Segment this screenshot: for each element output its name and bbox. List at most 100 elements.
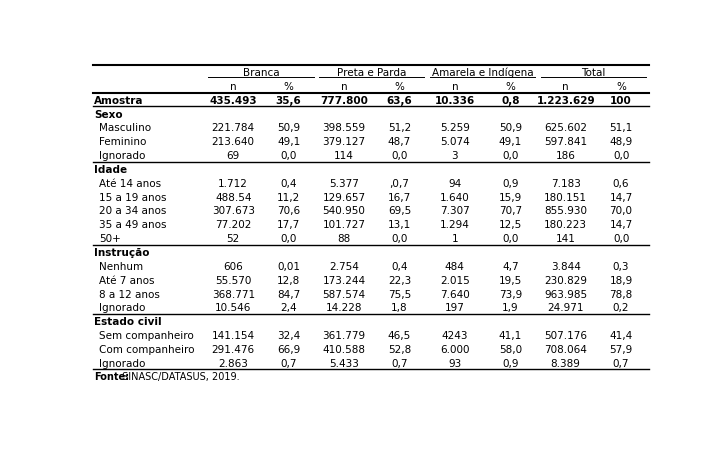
Text: 141.154: 141.154 xyxy=(211,330,255,341)
Text: 101.727: 101.727 xyxy=(323,220,366,230)
Text: 12,8: 12,8 xyxy=(277,275,300,285)
Text: 78,8: 78,8 xyxy=(610,289,633,299)
Text: Nenhum: Nenhum xyxy=(99,261,143,271)
Text: 69: 69 xyxy=(227,151,240,161)
Text: Instrução: Instrução xyxy=(94,247,150,257)
Text: 0,8: 0,8 xyxy=(501,95,520,106)
Text: 12,5: 12,5 xyxy=(499,220,522,230)
Text: 0,0: 0,0 xyxy=(613,151,629,161)
Text: 3: 3 xyxy=(452,151,458,161)
Text: 0,9: 0,9 xyxy=(502,358,518,368)
Text: 55.570: 55.570 xyxy=(215,275,251,285)
Text: 73,9: 73,9 xyxy=(499,289,522,299)
Text: 14,7: 14,7 xyxy=(610,220,633,230)
Text: 0,3: 0,3 xyxy=(613,261,629,271)
Text: 3.844: 3.844 xyxy=(551,261,581,271)
Text: 5.377: 5.377 xyxy=(329,179,359,188)
Text: 5.433: 5.433 xyxy=(329,358,359,368)
Text: 1.640: 1.640 xyxy=(440,192,470,202)
Text: 398.559: 398.559 xyxy=(322,123,366,133)
Text: Com companheiro: Com companheiro xyxy=(99,344,195,354)
Text: 0,0: 0,0 xyxy=(280,234,297,244)
Text: 50,9: 50,9 xyxy=(499,123,522,133)
Text: 2.015: 2.015 xyxy=(440,275,470,285)
Text: SINASC/DATASUS, 2019.: SINASC/DATASUS, 2019. xyxy=(119,371,240,381)
Text: 49,1: 49,1 xyxy=(499,137,522,147)
Text: 66,9: 66,9 xyxy=(277,344,300,354)
Text: 19,5: 19,5 xyxy=(499,275,522,285)
Text: 1.223.629: 1.223.629 xyxy=(536,95,595,106)
Text: 50+: 50+ xyxy=(99,234,121,244)
Text: 7.183: 7.183 xyxy=(551,179,581,188)
Text: 2,4: 2,4 xyxy=(280,303,297,313)
Text: 0,9: 0,9 xyxy=(502,179,518,188)
Text: %: % xyxy=(505,82,515,92)
Text: Fonte:: Fonte: xyxy=(94,371,130,381)
Text: 15,9: 15,9 xyxy=(499,192,522,202)
Text: 0,0: 0,0 xyxy=(613,234,629,244)
Text: 8.389: 8.389 xyxy=(551,358,581,368)
Text: 410.588: 410.588 xyxy=(323,344,366,354)
Text: Sexo: Sexo xyxy=(94,109,123,119)
Text: 51,2: 51,2 xyxy=(388,123,411,133)
Text: Até 7 anos: Até 7 anos xyxy=(99,275,154,285)
Text: 484: 484 xyxy=(445,261,465,271)
Text: 7.640: 7.640 xyxy=(440,289,470,299)
Text: 1,9: 1,9 xyxy=(502,303,518,313)
Text: 84,7: 84,7 xyxy=(277,289,300,299)
Text: 22,3: 22,3 xyxy=(388,275,411,285)
Text: 63,6: 63,6 xyxy=(387,95,413,106)
Text: Sem companheiro: Sem companheiro xyxy=(99,330,193,341)
Text: 180.223: 180.223 xyxy=(544,220,587,230)
Text: %: % xyxy=(284,82,293,92)
Text: 35,6: 35,6 xyxy=(276,95,301,106)
Text: 114: 114 xyxy=(334,151,354,161)
Text: Preta e Parda: Preta e Parda xyxy=(337,68,406,78)
Text: %: % xyxy=(395,82,405,92)
Text: 70,7: 70,7 xyxy=(499,206,522,216)
Text: 129.657: 129.657 xyxy=(322,192,366,202)
Text: 4243: 4243 xyxy=(442,330,468,341)
Text: 75,5: 75,5 xyxy=(388,289,411,299)
Text: 10.546: 10.546 xyxy=(215,303,251,313)
Text: 41,1: 41,1 xyxy=(499,330,522,341)
Text: Feminino: Feminino xyxy=(99,137,146,147)
Text: 4,7: 4,7 xyxy=(502,261,518,271)
Text: 94: 94 xyxy=(448,179,461,188)
Text: 17,7: 17,7 xyxy=(277,220,300,230)
Text: 10.336: 10.336 xyxy=(434,95,475,106)
Text: 14.228: 14.228 xyxy=(326,303,362,313)
Text: 14,7: 14,7 xyxy=(610,192,633,202)
Text: 2.754: 2.754 xyxy=(329,261,359,271)
Text: ,0,7: ,0,7 xyxy=(390,179,409,188)
Text: 50,9: 50,9 xyxy=(277,123,300,133)
Text: 18,9: 18,9 xyxy=(610,275,633,285)
Text: n: n xyxy=(341,82,348,92)
Text: 230.829: 230.829 xyxy=(544,275,587,285)
Text: 48,9: 48,9 xyxy=(610,137,633,147)
Text: 141: 141 xyxy=(556,234,576,244)
Text: Ignorado: Ignorado xyxy=(99,151,146,161)
Text: Masculino: Masculino xyxy=(99,123,151,133)
Text: Ignorado: Ignorado xyxy=(99,303,146,313)
Text: 93: 93 xyxy=(448,358,461,368)
Text: 70,6: 70,6 xyxy=(277,206,300,216)
Text: 8 a 12 anos: 8 a 12 anos xyxy=(99,289,160,299)
Text: 361.779: 361.779 xyxy=(322,330,366,341)
Text: 41,4: 41,4 xyxy=(610,330,633,341)
Text: 5.259: 5.259 xyxy=(440,123,470,133)
Text: 58,0: 58,0 xyxy=(499,344,522,354)
Text: 20 a 34 anos: 20 a 34 anos xyxy=(99,206,167,216)
Text: 625.602: 625.602 xyxy=(544,123,587,133)
Text: 587.574: 587.574 xyxy=(322,289,366,299)
Text: Branca: Branca xyxy=(243,68,279,78)
Text: 11,2: 11,2 xyxy=(277,192,300,202)
Text: 0,0: 0,0 xyxy=(280,151,297,161)
Text: 0,01: 0,01 xyxy=(277,261,300,271)
Text: 0,0: 0,0 xyxy=(391,151,408,161)
Text: 0,7: 0,7 xyxy=(280,358,297,368)
Text: 540.950: 540.950 xyxy=(323,206,366,216)
Text: 1.294: 1.294 xyxy=(440,220,470,230)
Text: 435.493: 435.493 xyxy=(209,95,257,106)
Text: 597.841: 597.841 xyxy=(544,137,587,147)
